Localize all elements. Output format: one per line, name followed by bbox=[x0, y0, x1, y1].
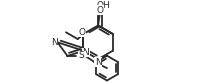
Text: O: O bbox=[78, 28, 85, 37]
Text: OH: OH bbox=[96, 1, 110, 10]
Text: N: N bbox=[51, 38, 58, 47]
Text: S: S bbox=[78, 51, 84, 60]
Text: N: N bbox=[83, 48, 89, 57]
Text: N: N bbox=[95, 58, 101, 67]
Text: O: O bbox=[96, 6, 103, 15]
